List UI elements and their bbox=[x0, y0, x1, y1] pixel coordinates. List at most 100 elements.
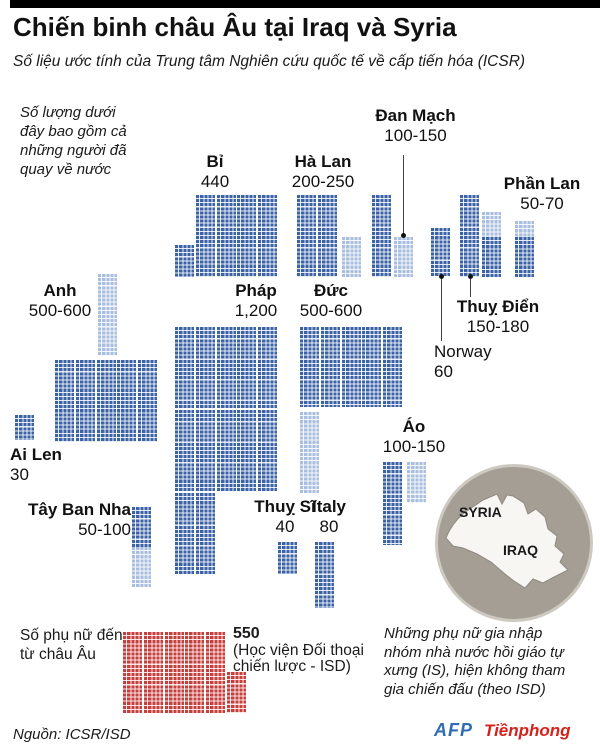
belgium-block bbox=[195, 195, 215, 277]
italy-value: 80 bbox=[319, 516, 339, 536]
netherlands-name: Hà Lan bbox=[294, 152, 352, 171]
germany-block bbox=[341, 327, 361, 407]
women-block bbox=[185, 632, 205, 713]
denmark-name: Đan Mạch bbox=[375, 106, 456, 125]
label-finland: Phần Lan 50-70 bbox=[496, 174, 588, 213]
germany-block-max bbox=[300, 412, 319, 493]
uk-block bbox=[138, 360, 158, 442]
sweden-value: 150-180 bbox=[466, 316, 530, 336]
netherlands-block bbox=[297, 195, 316, 277]
france-block bbox=[237, 410, 257, 491]
norway-connector-line bbox=[440, 277, 442, 341]
syria-iraq-landmass bbox=[445, 493, 569, 589]
austria-name: Áo bbox=[402, 417, 426, 436]
spain-block bbox=[132, 507, 151, 547]
norway-connector-dot bbox=[438, 274, 444, 279]
france-block bbox=[195, 410, 215, 491]
label-austria: Áo 100-150 bbox=[374, 417, 454, 456]
france-block bbox=[258, 327, 278, 408]
finland-block-max bbox=[515, 221, 534, 237]
women-block bbox=[164, 632, 184, 713]
top-accent-bar bbox=[10, 0, 600, 8]
uk-value: 500-600 bbox=[28, 300, 92, 320]
switzerland-name: Thuỵ Sĩ bbox=[254, 497, 316, 516]
france-block bbox=[216, 327, 236, 408]
germany-block bbox=[362, 327, 382, 407]
sweden-block bbox=[460, 195, 479, 277]
side-note: Những phụ nữ gia nhập nhóm nhà nước hồi … bbox=[384, 625, 566, 698]
austria-block bbox=[383, 462, 402, 545]
sweden-connector-dot bbox=[468, 274, 473, 279]
label-germany: Đức 500-600 bbox=[291, 281, 371, 320]
ireland-value: 30 bbox=[10, 464, 29, 484]
norway-value: 60 bbox=[434, 361, 453, 381]
germany-block bbox=[300, 327, 319, 407]
uk-block bbox=[117, 360, 137, 442]
netherlands-block-max bbox=[342, 237, 361, 277]
label-denmark: Đan Mạch 100-150 bbox=[368, 106, 463, 145]
norway-block bbox=[431, 228, 450, 276]
france-name: Pháp bbox=[235, 281, 277, 300]
women-note: 550 (Học viện Đối thoại chiến lược - ISD… bbox=[233, 625, 364, 676]
denmark-connector-line bbox=[402, 155, 404, 235]
women-source-note: (Học viện Đối thoại chiến lược - ISD) bbox=[233, 641, 364, 675]
uk-block bbox=[55, 360, 74, 442]
denmark-block-max bbox=[394, 237, 413, 277]
finland-name: Phần Lan bbox=[503, 174, 581, 193]
italy-block bbox=[315, 542, 334, 608]
denmark-connector-dot bbox=[400, 232, 406, 238]
switzerland-block bbox=[278, 542, 297, 574]
france-block bbox=[216, 410, 236, 491]
france-value: 1,200 bbox=[234, 300, 278, 320]
france-block bbox=[195, 327, 215, 408]
austria-block-max bbox=[406, 462, 426, 503]
belgium-name: Bỉ bbox=[206, 152, 224, 171]
uk-block bbox=[75, 360, 95, 442]
germany-block bbox=[320, 327, 340, 407]
women-block bbox=[143, 632, 163, 713]
france-block bbox=[175, 327, 194, 408]
belgium-block bbox=[175, 245, 194, 277]
afp-logo: AFP bbox=[434, 720, 473, 740]
france-block bbox=[258, 410, 278, 491]
label-norway: Norway 60 bbox=[434, 342, 504, 381]
page-subtitle: Số liệu ước tính của Trung tâm Nghiên cứ… bbox=[13, 53, 526, 70]
italy-name: Italy bbox=[311, 497, 347, 516]
norway-name: Norway bbox=[434, 342, 492, 361]
finland-value: 50-70 bbox=[520, 193, 564, 213]
austria-value: 100-150 bbox=[382, 436, 446, 456]
france-block bbox=[237, 327, 257, 408]
belgium-block bbox=[216, 195, 236, 277]
label-uk: Anh 500-600 bbox=[20, 281, 100, 320]
label-spain: Tây Ban Nha 50-100 bbox=[27, 500, 131, 539]
belgium-block bbox=[237, 195, 257, 277]
tienphong-logo: Tiềnphong bbox=[484, 721, 571, 740]
france-block bbox=[195, 493, 215, 574]
label-switzerland: Thuỵ Sĩ 40 bbox=[250, 497, 320, 536]
source-note: Nguồn: ICSR/ISD bbox=[13, 726, 131, 743]
france-block bbox=[175, 493, 194, 574]
sweden-connector-line bbox=[470, 277, 471, 297]
women-block bbox=[123, 632, 142, 713]
ireland-block bbox=[15, 415, 34, 440]
germany-name: Đức bbox=[313, 281, 349, 300]
finland-block bbox=[515, 237, 534, 277]
netherlands-value: 200-250 bbox=[291, 171, 355, 191]
sweden-name: Thuỵ Điển bbox=[456, 297, 540, 316]
sweden-block bbox=[482, 237, 501, 277]
sweden-block-max bbox=[482, 212, 501, 237]
label-italy: Italy 80 bbox=[297, 497, 361, 536]
belgium-value: 440 bbox=[200, 171, 230, 191]
label-belgium: Bỉ 440 bbox=[175, 152, 255, 191]
germany-block bbox=[383, 327, 403, 407]
france-block bbox=[175, 410, 194, 491]
denmark-value: 100-150 bbox=[384, 125, 447, 145]
label-ireland: Ai Len 30 bbox=[10, 445, 70, 484]
syria-iraq-map: SYRIA IRAQ bbox=[433, 462, 595, 624]
spain-value: 50-100 bbox=[78, 519, 131, 539]
map-iraq-label: IRAQ bbox=[503, 542, 538, 558]
map-svg: SYRIA IRAQ bbox=[435, 464, 593, 622]
denmark-block bbox=[372, 195, 391, 277]
label-netherlands: Hà Lan 200-250 bbox=[283, 152, 363, 191]
